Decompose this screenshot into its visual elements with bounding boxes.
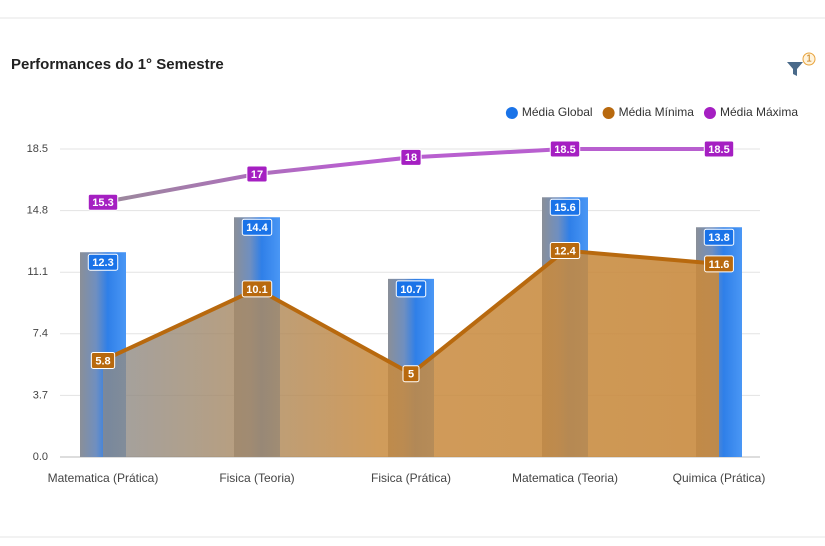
data-label-text: 18.5 — [708, 144, 729, 156]
data-label-text: 10.7 — [400, 284, 421, 296]
data-label: 17 — [246, 165, 268, 183]
legend-label[interactable]: Média Máxima — [720, 105, 798, 119]
data-label-box — [400, 148, 422, 166]
data-label-box — [87, 253, 119, 271]
data-label-text: 12.3 — [92, 257, 113, 269]
y-tick-label: 11.1 — [27, 266, 48, 278]
x-tick-label: Fisica (Prática) — [371, 471, 451, 485]
data-label-text: 10.1 — [246, 284, 267, 296]
chart-title: Performances do 1° Semestre — [11, 56, 224, 73]
data-label-text: 11.6 — [709, 259, 730, 271]
data-label-box — [402, 365, 420, 383]
data-label: 18.5 — [549, 140, 581, 158]
area — [103, 250, 719, 457]
data-label: 18 — [400, 148, 422, 166]
data-label-text: 14.4 — [246, 222, 268, 234]
data-label-text: 5 — [408, 369, 414, 381]
data-label-text: 13.8 — [708, 232, 729, 244]
data-label-box — [395, 280, 427, 298]
legend-label[interactable]: Média Mínima — [619, 105, 695, 119]
data-label-text: 18.5 — [554, 144, 575, 156]
data-label: 13.8 — [703, 228, 735, 246]
data-label-box — [703, 228, 735, 246]
y-tick-label: 7.4 — [33, 328, 48, 340]
x-tick-label: Matematica (Prática) — [48, 471, 159, 485]
data-label-box — [246, 165, 268, 183]
data-label-box — [703, 140, 735, 158]
data-label-text: 15.3 — [92, 197, 113, 209]
x-tick-label: Matematica (Teoria) — [512, 471, 618, 485]
legend-label[interactable]: Média Global — [522, 105, 593, 119]
data-label-box — [549, 198, 581, 216]
data-label-text: 17 — [251, 169, 263, 181]
data-label-text: 12.4 — [554, 245, 576, 257]
data-label: 5.8 — [90, 351, 116, 369]
data-label: 12.4 — [549, 242, 581, 260]
legend-marker[interactable] — [505, 107, 518, 119]
data-label-text: 18 — [405, 152, 417, 164]
x-tick-label: Quimica (Prática) — [673, 471, 766, 485]
data-label-text: 5.8 — [95, 355, 110, 367]
y-tick-label: 0.0 — [33, 451, 48, 463]
filter-count: 1 — [806, 54, 812, 65]
y-tick-label: 3.7 — [33, 389, 48, 401]
filter-icon[interactable] — [787, 62, 803, 76]
filter-button[interactable]: 1 — [787, 52, 816, 76]
data-label-box — [549, 242, 581, 260]
data-label: 15.3 — [87, 193, 119, 211]
x-tick-label: Fisica (Teoria) — [219, 471, 294, 485]
data-label-box — [704, 255, 734, 273]
legend-marker[interactable] — [602, 107, 615, 119]
filter-badge — [802, 52, 816, 66]
data-label-text: 15.6 — [554, 202, 575, 214]
y-tick-label: 14.8 — [27, 205, 48, 217]
data-label-box — [241, 280, 273, 298]
plot: 0.0 3.7 7.4 11.1 14.8 18.5 Matematica (Prática… — [27, 140, 766, 485]
data-label-box — [87, 193, 119, 211]
data-label-box — [241, 218, 273, 236]
data-label: 14.4 — [241, 218, 273, 236]
data-label-box — [549, 140, 581, 158]
legend-marker[interactable] — [703, 107, 716, 119]
data-label: 18.5 — [703, 140, 735, 158]
data-label: 11.6 — [704, 255, 734, 273]
data-label: 10.1 — [241, 280, 273, 298]
legend: Média Máxima Média Mínima Média Global — [505, 105, 798, 119]
data-label: 12.3 — [87, 253, 119, 271]
data-label: 5 — [402, 365, 420, 383]
data-label: 15.6 — [549, 198, 581, 216]
y-tick-label: 18.5 — [27, 143, 48, 155]
data-label: 10.7 — [395, 280, 427, 298]
data-label-box — [90, 351, 116, 369]
